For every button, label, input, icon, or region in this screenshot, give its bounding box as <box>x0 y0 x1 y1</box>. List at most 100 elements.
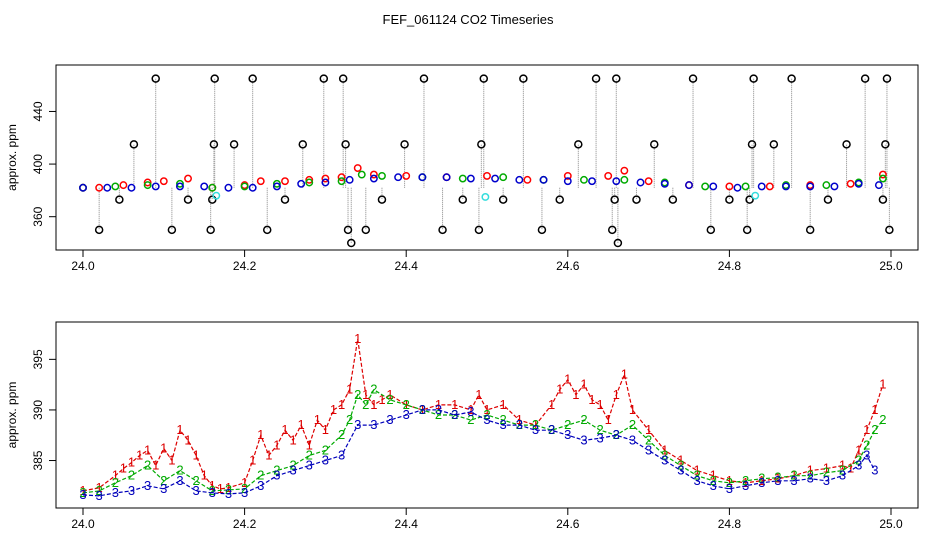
point-label-series-3: 3 <box>871 463 878 478</box>
point-label-series-2: 2 <box>257 468 264 483</box>
point-label-series-2: 2 <box>225 482 232 497</box>
point-series-outliers <box>474 225 484 235</box>
bottom-x-tick-label: 24.0 <box>71 517 95 531</box>
point-series-flagged <box>481 193 490 201</box>
point-label-series-1: 1 <box>386 387 393 402</box>
point-label-series-3: 3 <box>516 417 523 432</box>
top-y-tick-label: 400 <box>31 154 45 174</box>
point-label-series-2: 2 <box>693 468 700 483</box>
point-label-series-2: 2 <box>564 417 571 432</box>
point-label-series-2: 2 <box>871 422 878 437</box>
bottom-y-tick-label: 390 <box>31 400 45 420</box>
point-label-series-1: 1 <box>661 442 668 457</box>
point-label-series-3: 3 <box>338 447 345 462</box>
point-label-series-3: 3 <box>580 432 587 447</box>
point-label-series-2: 2 <box>451 407 458 422</box>
point-label-series-1: 1 <box>871 402 878 417</box>
point-label-series-3: 3 <box>322 453 329 468</box>
point-label-series-2: 2 <box>726 475 733 490</box>
point-series-outliers <box>749 74 758 83</box>
point-label-series-1: 1 <box>184 432 191 447</box>
point-label-series-1: 1 <box>726 473 733 488</box>
point-series-3 <box>272 182 281 191</box>
point-series-outliers <box>882 74 892 83</box>
point-series-2 <box>741 182 750 191</box>
point-series-3 <box>466 174 475 183</box>
point-series-flagged <box>751 191 760 200</box>
point-label-series-1: 1 <box>314 412 321 427</box>
point-series-3 <box>830 182 839 191</box>
point-series-outliers <box>361 225 371 235</box>
point-label-series-1: 1 <box>774 471 781 486</box>
point-label-series-2: 2 <box>322 442 329 457</box>
point-series-3 <box>757 182 766 191</box>
point-series-2 <box>357 170 366 179</box>
point-label-series-1: 1 <box>176 422 183 437</box>
point-label-series-3: 3 <box>370 417 377 432</box>
point-label-series-1: 1 <box>322 422 329 437</box>
point-label-series-2: 2 <box>354 387 361 402</box>
point-label-series-1: 1 <box>532 417 539 432</box>
bottom-x-tick-label: 24.6 <box>556 517 580 531</box>
point-series-2 <box>111 182 120 191</box>
point-label-series-3: 3 <box>645 442 652 457</box>
point-label-series-2: 2 <box>273 463 280 478</box>
point-label-series-1: 1 <box>152 458 159 473</box>
point-label-series-2: 2 <box>879 412 886 427</box>
point-label-series-2: 2 <box>613 427 620 442</box>
point-label-series-3: 3 <box>855 458 862 473</box>
point-series-outliers <box>167 225 177 235</box>
point-label-series-3: 3 <box>863 447 870 462</box>
point-label-series-1: 1 <box>597 397 604 412</box>
point-series-2 <box>822 181 831 190</box>
point-series-1 <box>369 170 378 179</box>
point-series-outliers <box>479 74 489 83</box>
top-series-group <box>79 74 894 248</box>
point-series-outliers <box>823 195 833 204</box>
point-series-outliers <box>612 74 621 83</box>
point-series-3 <box>79 183 87 192</box>
bottom-x-tick-label: 24.4 <box>395 517 419 531</box>
line-series-2 <box>82 388 884 494</box>
point-series-2 <box>272 179 281 188</box>
point-label-series-2: 2 <box>403 397 410 412</box>
point-series-outliers <box>183 195 193 204</box>
point-series-outliers <box>519 74 528 83</box>
point-label-series-1: 1 <box>451 397 458 412</box>
point-label-series-3: 3 <box>548 422 555 437</box>
point-series-outliers <box>632 195 641 204</box>
point-series-outliers <box>458 195 468 204</box>
point-series-outliers <box>343 225 353 235</box>
point-series-3 <box>539 175 548 184</box>
point-series-1 <box>765 182 774 191</box>
point-series-3 <box>418 173 427 182</box>
point-series-3 <box>515 175 524 184</box>
point-series-1 <box>402 171 411 180</box>
point-label-series-1: 1 <box>621 367 628 382</box>
point-label-series-3: 3 <box>790 473 797 488</box>
point-label-series-1: 1 <box>807 463 814 478</box>
point-series-3 <box>806 182 815 191</box>
point-series-1 <box>159 177 168 186</box>
point-label-series-1: 1 <box>677 453 684 468</box>
point-series-outliers <box>341 140 350 149</box>
point-series-2 <box>580 175 588 184</box>
point-label-series-2: 2 <box>306 447 313 462</box>
point-label-series-2: 2 <box>807 468 814 483</box>
point-series-outliers <box>151 74 160 83</box>
point-label-series-2: 2 <box>144 458 151 473</box>
point-label-series-1: 1 <box>475 387 482 402</box>
point-label-series-1: 1 <box>863 422 870 437</box>
point-series-1 <box>337 173 346 182</box>
line-series-1 <box>82 339 884 492</box>
point-label-series-1: 1 <box>435 397 442 412</box>
point-series-2 <box>176 179 184 188</box>
point-series-outliers <box>400 140 409 149</box>
top-y-axis-label: approx. ppm <box>5 124 19 191</box>
point-label-series-1: 1 <box>298 417 305 432</box>
point-label-series-1: 1 <box>225 480 232 495</box>
point-label-series-1: 1 <box>330 402 337 417</box>
point-label-series-2: 2 <box>128 468 135 483</box>
point-label-series-1: 1 <box>605 412 612 427</box>
point-label-series-1: 1 <box>306 437 313 452</box>
